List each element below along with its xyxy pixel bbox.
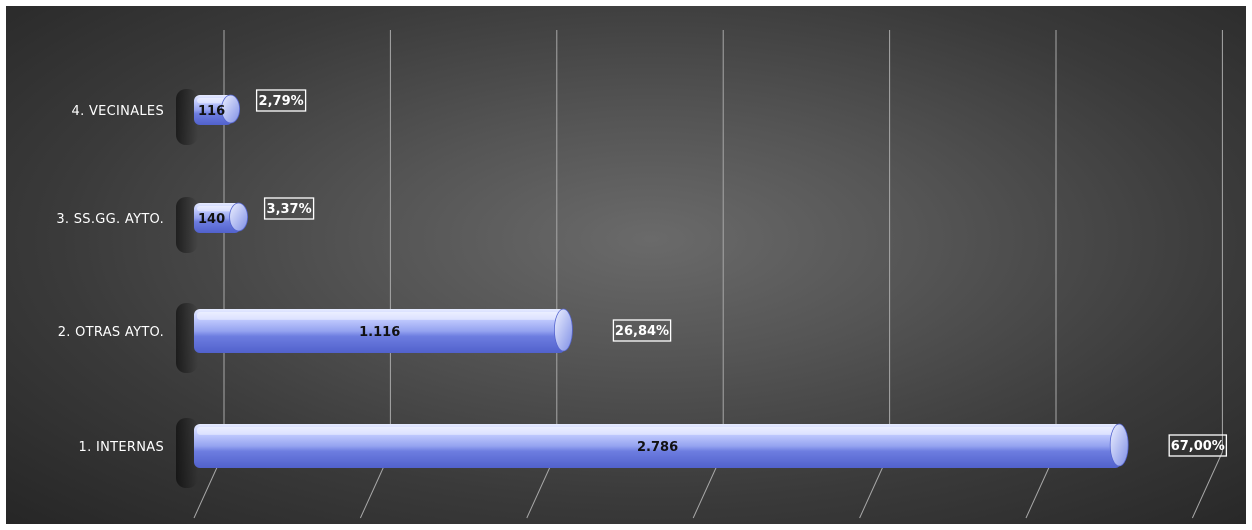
bar-highlight	[197, 312, 559, 320]
bar	[194, 423, 1129, 468]
category-label: 2. OTRAS AYTO.	[58, 325, 164, 340]
data-label: 116	[198, 104, 225, 119]
bar-chart: 4. VECINALES 116 2,79% 3. SS.GG. AYTO. 140 3,…	[56, 30, 1228, 519]
bar-body	[194, 424, 1122, 468]
percent-label-text: 26,84%	[615, 324, 669, 339]
bar-shadow	[176, 89, 198, 145]
percent-label: 3,37%	[263, 197, 315, 220]
category-label: 3. SS.GG. AYTO.	[56, 212, 164, 227]
percent-label-box	[1168, 434, 1228, 457]
bar-highlight	[197, 98, 226, 104]
bar-end-cap	[1109, 423, 1129, 467]
percent-label-text: 2,79%	[259, 94, 304, 109]
chart-area: 4. VECINALES 116 2,79% 3. SS.GG. AYTO. 140 3,…	[6, 6, 1246, 524]
percent-label-text: 67,00%	[1171, 439, 1225, 454]
data-label: 1.116	[359, 325, 400, 340]
bar-shadow	[176, 303, 198, 373]
bar-end-cap	[229, 202, 248, 232]
bar-highlight	[197, 427, 1115, 435]
labels: 4. VECINALES 116 2,79% 3. SS.GG. AYTO. 140 3,…	[56, 89, 1228, 457]
category-label: 4. VECINALES	[72, 104, 164, 119]
bar-end-cap	[554, 308, 573, 352]
percent-label-text: 3,37%	[267, 202, 312, 217]
bar-body	[194, 203, 241, 233]
percent-label-box	[263, 197, 315, 220]
percent-label: 67,00%	[1168, 434, 1228, 457]
bar-shadow	[176, 418, 198, 488]
data-label: 140	[198, 212, 225, 227]
bar-highlight	[197, 206, 234, 212]
percent-label-box	[255, 89, 307, 112]
bar-end-cap	[221, 94, 241, 124]
data-label: 2.786	[637, 440, 678, 455]
gridline-foot	[1191, 451, 1223, 519]
bar-shadows	[176, 89, 198, 488]
percent-label: 2,79%	[255, 89, 307, 112]
bar	[194, 202, 248, 233]
percent-label: 26,84%	[612, 319, 672, 342]
bar-body	[194, 309, 566, 353]
category-label: 1. INTERNAS	[79, 440, 164, 455]
bar	[194, 94, 241, 125]
bar	[194, 308, 573, 353]
bars	[194, 94, 1129, 468]
bar-shadow	[176, 197, 198, 253]
percent-label-box	[612, 319, 672, 342]
